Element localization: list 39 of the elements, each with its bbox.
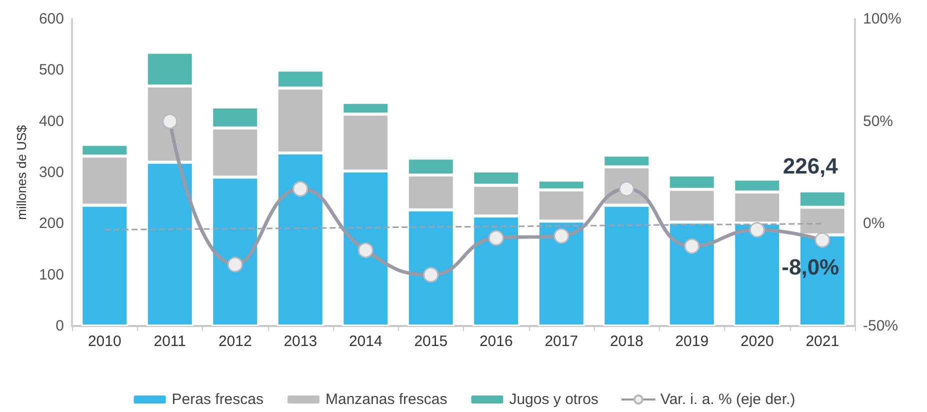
x-tick-label: 2020 xyxy=(740,333,774,350)
legend-label: Jugos y otros xyxy=(509,391,598,408)
x-tick-label: 2010 xyxy=(88,333,122,350)
x-tick-label: 2011 xyxy=(154,333,186,350)
legend-label: Var. i. a. % (eje der.) xyxy=(660,391,796,408)
x-tick-label: 2016 xyxy=(479,333,513,350)
point xyxy=(488,230,504,246)
y2-tick-label: 100% xyxy=(863,10,902,28)
x-tick-label: 2017 xyxy=(544,333,578,350)
y-tick-label: 300 xyxy=(38,164,64,181)
point xyxy=(358,242,374,258)
y2-tick-label: -50% xyxy=(863,318,898,334)
point xyxy=(423,267,439,283)
point xyxy=(292,181,308,197)
y-tick-label: 100 xyxy=(38,266,64,284)
x-tick-label: 2018 xyxy=(610,333,644,350)
y-tick-label: 0 xyxy=(56,318,64,334)
point xyxy=(749,222,765,238)
y-tick-label: 500 xyxy=(38,62,64,79)
y-tick-label: 200 xyxy=(38,215,64,232)
x-tick-label: 2015 xyxy=(414,333,448,350)
point xyxy=(227,256,243,272)
x-tick-label: 2013 xyxy=(284,333,318,350)
point xyxy=(162,114,178,130)
point xyxy=(554,228,570,244)
x-tick-label: 2014 xyxy=(348,333,382,350)
point xyxy=(684,238,700,254)
y-tick-label: 400 xyxy=(38,112,64,130)
y-axis-title: millones de US$ xyxy=(14,124,30,220)
legend-label: Peras frescas xyxy=(172,391,264,408)
annotation: 226,4 xyxy=(782,153,839,178)
point xyxy=(814,232,830,248)
x-tick-label: 2012 xyxy=(218,333,252,350)
y2-tick-label: 0% xyxy=(863,215,885,232)
x-tick-label: 2021 xyxy=(806,333,840,350)
legend-label: Manzanas frescas xyxy=(325,391,448,408)
y2-tick-label: 50% xyxy=(863,112,894,130)
x-tick-label: 2019 xyxy=(675,333,709,350)
y-tick-label: 600 xyxy=(38,10,64,28)
